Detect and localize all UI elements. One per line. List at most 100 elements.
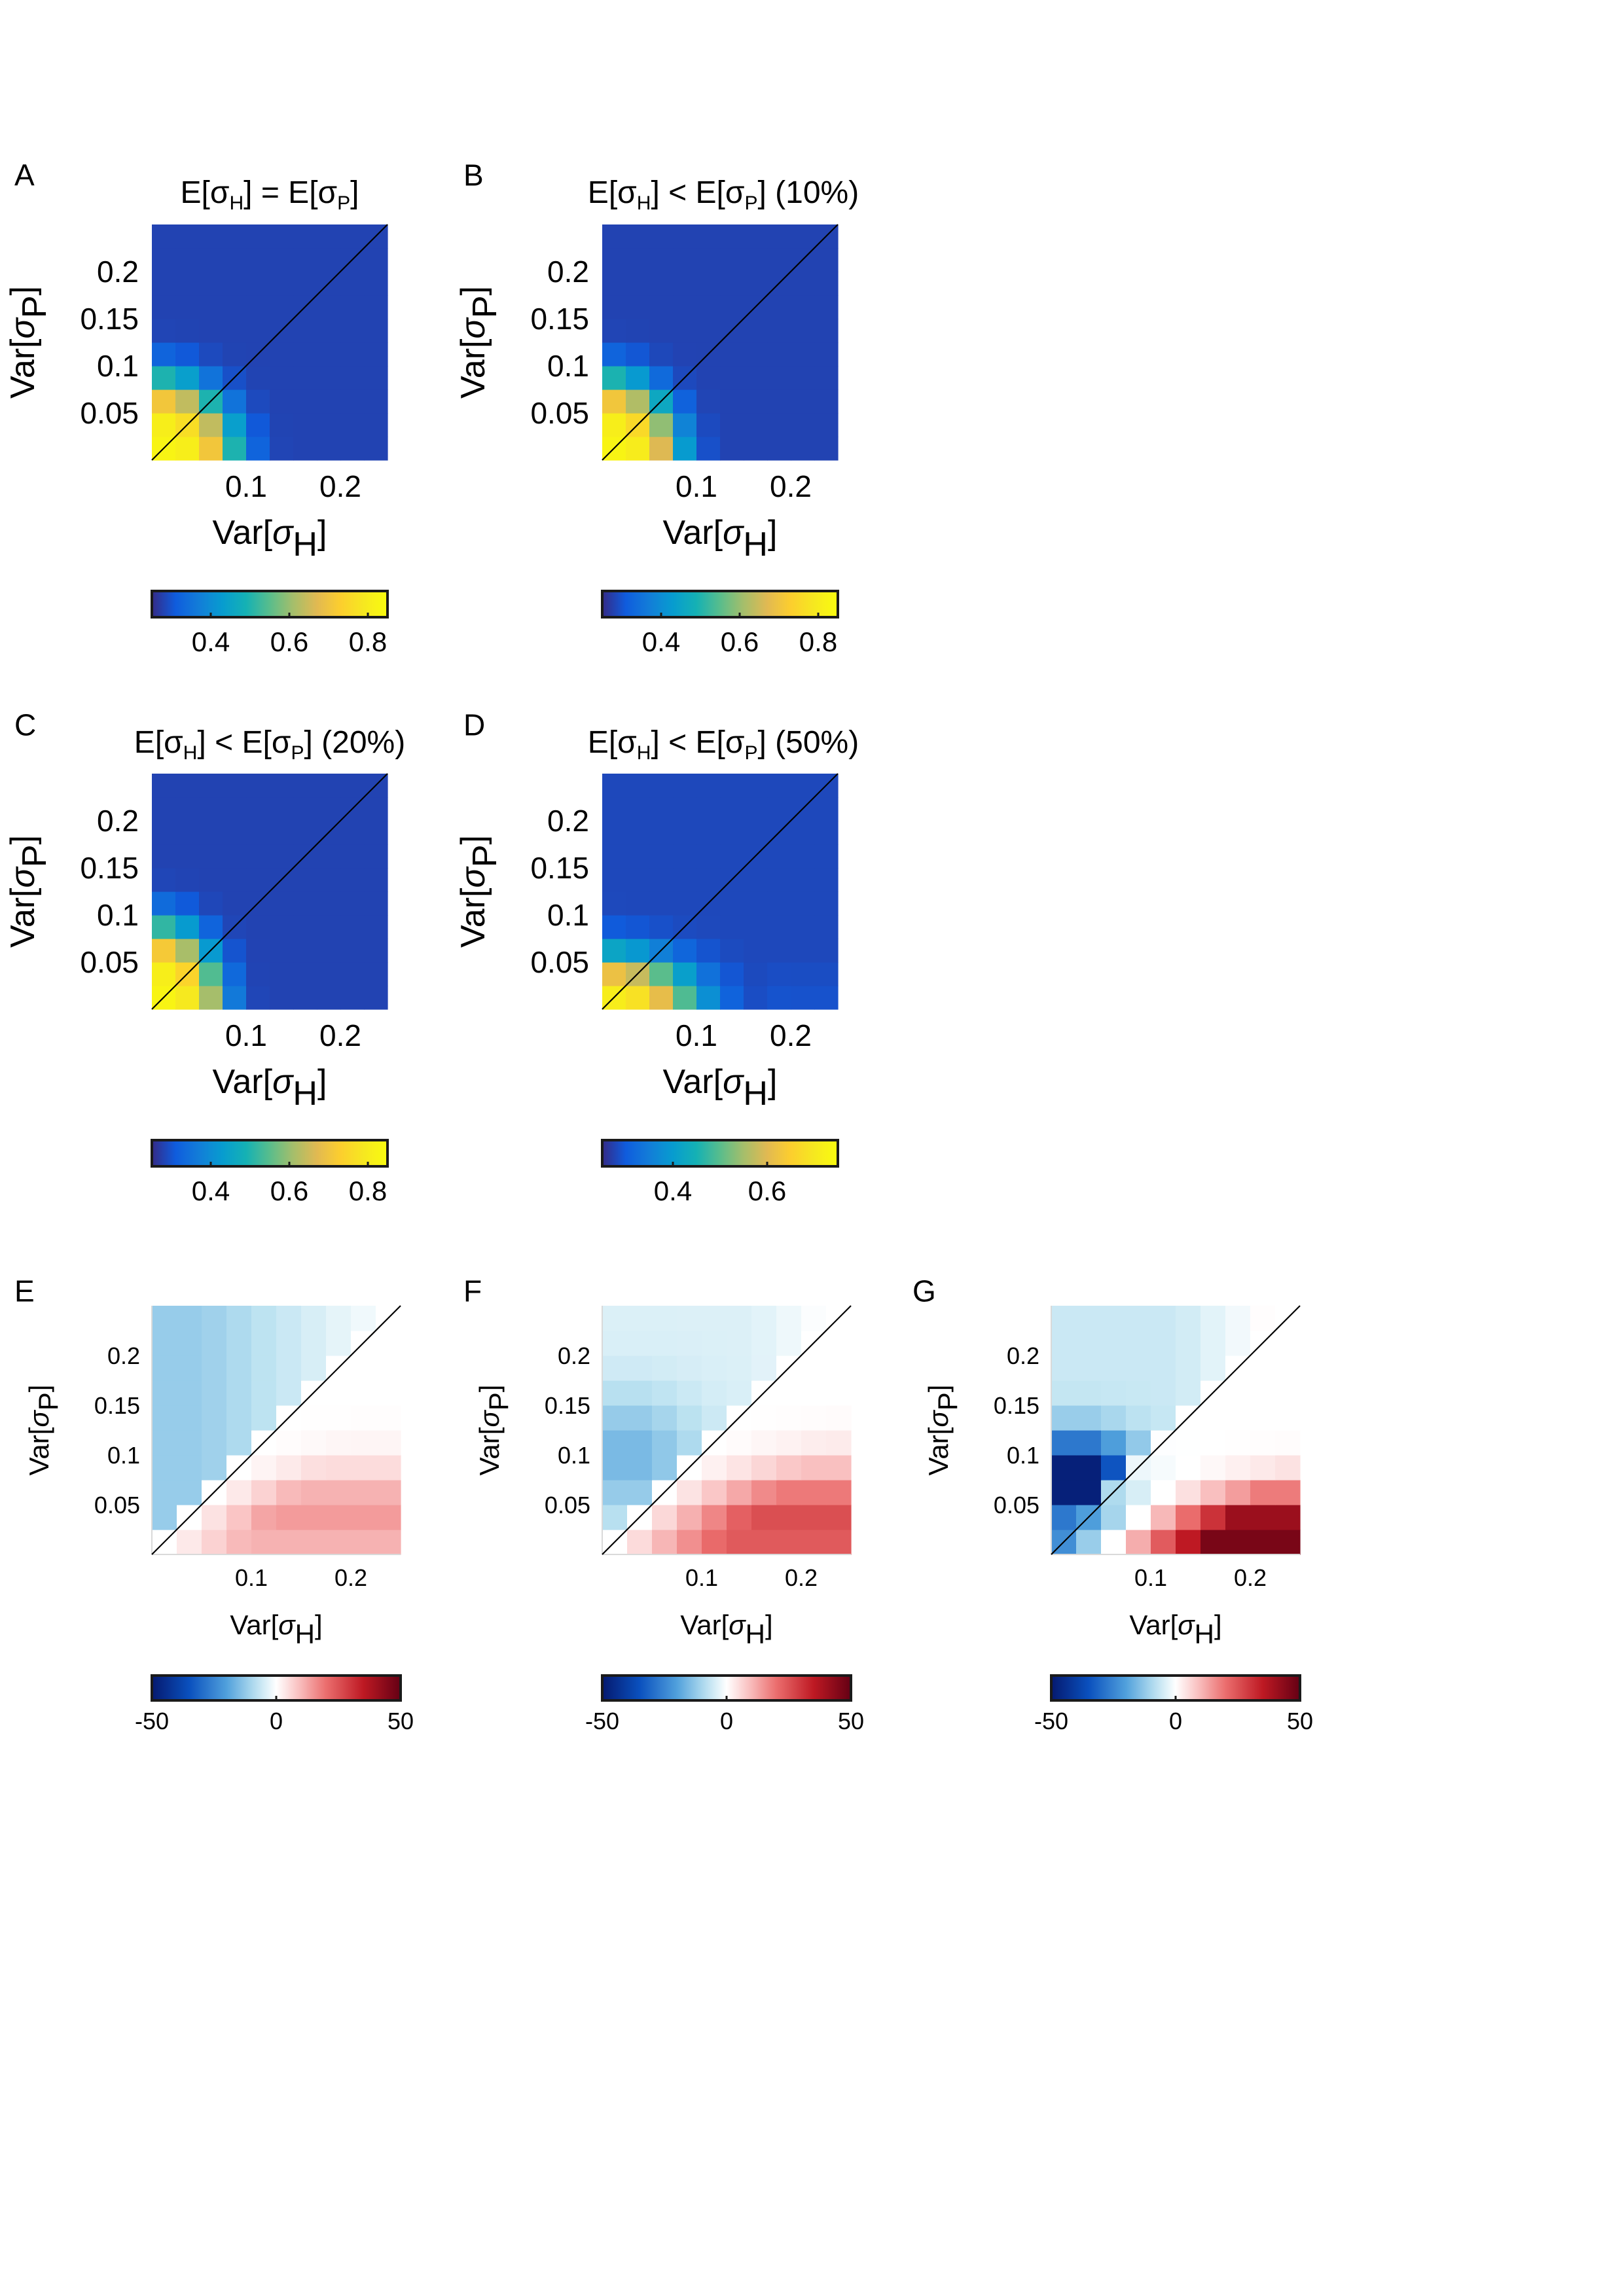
- heatmap-cell: [673, 797, 697, 821]
- heatmap-cell: [199, 868, 223, 892]
- heatmap-cell: [326, 1455, 352, 1480]
- heatmap-cell: [626, 437, 650, 461]
- heatmap-cell: [246, 844, 270, 869]
- title-part: ] < E[σ: [651, 725, 744, 760]
- heatmap-cell: [1275, 1405, 1301, 1431]
- heatmap-cell: [626, 939, 650, 963]
- heatmap-cell: [751, 1331, 777, 1356]
- x-tick-label: 0.1: [676, 1018, 717, 1052]
- heatmap-cell: [673, 224, 697, 249]
- heatmap-cell: [246, 389, 270, 414]
- heatmap-cell: [1151, 1380, 1176, 1406]
- heatmap-cell: [293, 248, 317, 272]
- xlabel-symbol: σ: [1178, 1609, 1195, 1640]
- heatmap-cell: [276, 1455, 302, 1480]
- heatmap-cell: [767, 891, 791, 916]
- y-tick-label: 0.2: [547, 255, 589, 289]
- colorbar-tick-label: 50: [838, 1708, 864, 1734]
- heatmap-cell: [677, 1380, 702, 1406]
- heatmap-cell: [177, 1306, 202, 1331]
- heatmap-cell: [199, 272, 223, 296]
- heatmap-cell: [744, 272, 768, 296]
- colorbar: [601, 1139, 839, 1168]
- xlabel-symbol: σ: [272, 514, 294, 552]
- y-tick-label: 0.05: [530, 945, 589, 979]
- heatmap-cell: [744, 342, 768, 367]
- heatmap-cell: [602, 413, 626, 437]
- heatmap-cell: [270, 962, 294, 986]
- heatmap-cell: [626, 774, 650, 798]
- heatmap-cell: [251, 1480, 277, 1505]
- heatmap-cell: [251, 1306, 277, 1331]
- heatmap-cell: [152, 389, 176, 414]
- heatmap-cell: [1126, 1331, 1151, 1356]
- heatmap-cell: [1151, 1306, 1176, 1331]
- heatmap-cell: [826, 1355, 852, 1381]
- panel-label-e: E: [14, 1274, 35, 1308]
- heatmap-cell: [293, 389, 317, 414]
- heatmap-cell: [801, 1405, 827, 1431]
- heatmap-cell: [340, 366, 365, 390]
- x-tick-label: 0.2: [334, 1564, 367, 1591]
- ylabel-symbol: σ: [454, 866, 492, 888]
- heatmap-cell: [177, 1405, 202, 1431]
- x-tick-label: 0.2: [1234, 1564, 1267, 1591]
- heatmap-cell: [814, 389, 839, 414]
- heatmap-cell: [340, 844, 365, 869]
- heatmap-cell: [696, 437, 721, 461]
- identity-diagonal-line: [151, 1305, 401, 1555]
- title-subscript: P: [744, 742, 757, 764]
- heatmap-cell: [340, 821, 365, 845]
- heatmap-cell: [720, 986, 744, 1010]
- xlabel-symbol: σ: [723, 1063, 744, 1101]
- heatmap-cell: [626, 891, 650, 916]
- heatmap-cell: [627, 1480, 653, 1505]
- ylabel-symbol: σ: [4, 317, 42, 338]
- heatmap-cell: [364, 366, 388, 390]
- heatmap-cell: [152, 962, 176, 986]
- heatmap-cell: [376, 1505, 401, 1530]
- heatmap-cell: [602, 1455, 628, 1480]
- ylabel-symbol: σ: [24, 1410, 54, 1427]
- heatmap-cell: [251, 1405, 277, 1431]
- heatmap-cell: [649, 272, 674, 296]
- title-part: ] (20%): [304, 725, 405, 760]
- heatmap-cell: [791, 295, 815, 319]
- heatmap-cell: [720, 295, 744, 319]
- heatmap-cell: [351, 1505, 376, 1530]
- heatmap-cell: [293, 366, 317, 390]
- heatmap-cell: [364, 891, 388, 916]
- heatmap-cell: [602, 366, 626, 390]
- heatmap-cell: [673, 437, 697, 461]
- heatmap-cell: [199, 366, 223, 390]
- heatmap-cell: [1051, 1455, 1077, 1480]
- heatmap-cell: [202, 1455, 227, 1480]
- heatmap-cell: [696, 774, 721, 798]
- heatmap-cell: [1051, 1355, 1077, 1381]
- heatmap-cell: [246, 413, 270, 437]
- heatmap-cell: [776, 1530, 802, 1555]
- heatmap-cell: [276, 1380, 302, 1406]
- heatmap-cell: [673, 295, 697, 319]
- heatmap-cell: [602, 295, 626, 319]
- heatmap-cell: [223, 272, 247, 296]
- heatmap-cell: [293, 413, 317, 437]
- y-tick-label: 0.05: [530, 396, 589, 430]
- title-part: E[σ: [134, 725, 183, 760]
- ylabel-subscript: P: [466, 844, 504, 867]
- ylabel-part: ]: [4, 286, 42, 295]
- heatmap-cell: [626, 272, 650, 296]
- heatmap-cell: [364, 437, 388, 461]
- heatmap-cell: [376, 1355, 401, 1381]
- heatmap-cell: [602, 891, 626, 916]
- heatmap-cell: [364, 342, 388, 367]
- heatmap-cell: [602, 342, 626, 367]
- heatmap-cell: [744, 821, 768, 845]
- colorbar-tick-label: 0: [720, 1708, 733, 1734]
- heatmap-cell: [1275, 1355, 1301, 1381]
- heatmap-cell: [791, 844, 815, 869]
- title-subscript: H: [637, 192, 651, 214]
- heatmap-cell: [317, 319, 341, 343]
- heatmap-cell: [696, 962, 721, 986]
- colorbar-tick-label: 0: [270, 1708, 283, 1734]
